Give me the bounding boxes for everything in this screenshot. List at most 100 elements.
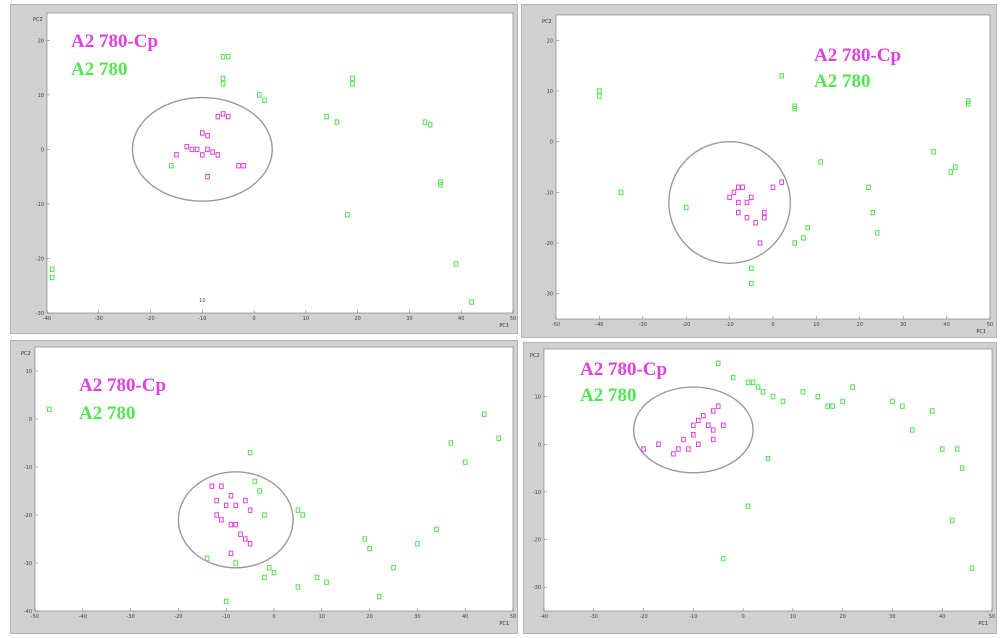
wt-point: [954, 446, 960, 452]
y-tick-label: -20: [24, 513, 32, 519]
wt-point: [765, 455, 771, 462]
cp-point: [243, 497, 248, 504]
wt-point: [825, 403, 831, 409]
wt-point: [350, 75, 355, 82]
scatter-plot-1: -40 -30 -20 -10 0 10 20 30 40 50-30-20-1001020PC1…: [33, 12, 516, 329]
x-tick-label: -20: [639, 614, 647, 620]
wt-point: [760, 389, 766, 395]
cp-point: [700, 412, 706, 419]
y-tick-label: -30: [533, 585, 541, 591]
legend-wt-label: A2 780: [814, 71, 871, 92]
cp-point: [247, 507, 253, 513]
wt-point: [840, 398, 845, 405]
y-tick-label: 10: [26, 369, 32, 375]
wt-point: [948, 169, 954, 175]
wt-point: [262, 97, 267, 103]
wt-point: [830, 403, 836, 409]
cp-point: [225, 113, 231, 120]
x-tick-label: -20: [146, 316, 154, 322]
x-tick-label: -10: [689, 614, 697, 620]
cp-point: [715, 403, 721, 409]
annotation-label: 10: [199, 298, 205, 304]
x-tick-label: -20: [174, 614, 182, 620]
wt-point: [252, 478, 258, 485]
cp-point: [641, 446, 646, 452]
wt-point: [770, 393, 776, 400]
cp-point: [205, 146, 210, 153]
wt-point: [597, 88, 602, 94]
x-tick-label: 50: [989, 614, 995, 620]
x-tick-label: 50: [510, 614, 516, 620]
wt-point: [350, 81, 355, 87]
y-axis-label: PC2: [21, 351, 31, 357]
cp-point: [744, 199, 750, 206]
x-tick-label: 40: [939, 614, 945, 620]
cp-point: [228, 521, 234, 528]
cp-point: [731, 189, 737, 196]
wt-point: [300, 512, 305, 518]
cp-point: [219, 483, 224, 489]
cluster-ellipse: [177, 471, 294, 569]
wt-point: [367, 545, 372, 552]
y-tick-label: -20: [36, 256, 44, 262]
wt-point: [324, 579, 329, 585]
wt-point: [870, 209, 876, 216]
x-tick-label: 50: [987, 322, 993, 328]
wt-point: [262, 512, 267, 518]
wt-point: [910, 427, 915, 433]
wt-point: [730, 374, 736, 381]
y-tick-label: -10: [24, 465, 32, 471]
x-tick-label: -50: [552, 322, 560, 328]
wt-point: [779, 73, 784, 79]
panel-top-left: -40 -30 -20 -10 0 10 20 30 40 50 -30 -20 -10 0 10 20 PC1…: [10, 4, 518, 334]
wt-point: [496, 435, 501, 441]
cp-point: [753, 220, 758, 226]
cp-point: [720, 422, 726, 428]
cp-point: [241, 163, 247, 169]
scatter-plot-3: -50 -40 -30 -20 -10 0 10 20 30 40 50-40-30-20-1001…: [21, 346, 516, 627]
cp-point: [223, 502, 229, 509]
cp-point: [735, 184, 741, 190]
wt-point: [223, 598, 229, 605]
wt-point: [900, 403, 905, 409]
cp-point: [194, 146, 200, 153]
cluster-ellipse: [668, 140, 792, 264]
wt-point: [969, 565, 975, 571]
y-tick-label: -40: [24, 609, 32, 615]
cp-point: [671, 451, 676, 457]
wt-point: [391, 565, 396, 571]
wt-point: [720, 555, 726, 562]
cp-point: [710, 408, 716, 414]
cp-point: [233, 502, 239, 509]
wt-point: [220, 53, 226, 60]
cp-point: [735, 199, 741, 206]
wt-point: [438, 182, 443, 188]
x-tick-label: 10: [303, 316, 309, 322]
y-tick-label: -30: [545, 292, 553, 298]
cp-point: [247, 541, 253, 547]
x-tick-label: -10: [198, 316, 206, 322]
x-tick-label: 30: [406, 316, 412, 322]
x-tick-label: -30: [95, 316, 103, 322]
wt-point: [818, 159, 824, 165]
y-axis-label: PC2: [33, 17, 43, 23]
wt-point: [683, 204, 689, 211]
wt-point: [749, 265, 754, 272]
cp-point: [209, 483, 215, 489]
cp-point: [228, 550, 234, 557]
wt-point: [220, 81, 226, 87]
y-tick-label: 0: [41, 147, 44, 153]
cp-point: [189, 146, 195, 153]
wt-point: [362, 536, 368, 542]
x-tick-label: 0: [253, 316, 256, 322]
cp-point: [200, 152, 205, 158]
x-tick-label: 30: [414, 614, 420, 620]
y-tick-label: 10: [38, 93, 44, 99]
plot-area: [46, 12, 514, 314]
wt-point: [815, 393, 821, 400]
legend-wt-label: A2 780: [71, 59, 128, 80]
wt-point: [929, 408, 935, 414]
cp-point: [696, 441, 701, 447]
cp-point: [705, 422, 711, 428]
panel-bottom-right: -40 -30 -20 -10 0 10 20 30 40 50 -30 -20 -10 0 10 PC1 PC…: [523, 342, 997, 634]
